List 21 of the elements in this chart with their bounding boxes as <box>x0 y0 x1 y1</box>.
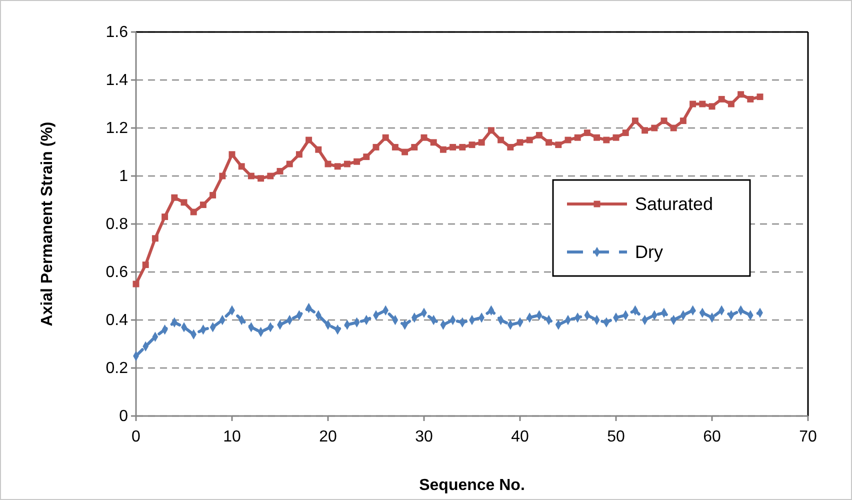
x-tick-label: 30 <box>415 428 433 446</box>
x-tick-label: 50 <box>607 428 625 446</box>
y-tick-label: 1.2 <box>106 120 128 138</box>
x-tick-label: 20 <box>319 428 337 446</box>
x-tick-label: 40 <box>511 428 529 446</box>
y-tick-label: 0.8 <box>106 216 128 234</box>
legend-label: Dry <box>635 242 663 262</box>
x-tick-label: 0 <box>132 428 141 446</box>
y-tick-label: 0.4 <box>106 312 128 330</box>
y-tick-label: 0 <box>119 408 128 426</box>
y-tick-label: 1.4 <box>106 72 128 90</box>
y-tick-label: 1 <box>119 168 128 186</box>
y-tick-label: 0.6 <box>106 264 128 282</box>
x-tick-label: 10 <box>223 428 241 446</box>
legend-label: Saturated <box>635 194 714 214</box>
x-tick-label: 60 <box>703 428 721 446</box>
x-tick-label: 70 <box>799 428 817 446</box>
y-axis-title: Axial Permanent Strain (%) <box>39 122 56 326</box>
y-tick-label: 0.2 <box>106 360 128 378</box>
y-tick-label: 1.6 <box>106 24 128 42</box>
x-axis-title: Sequence No. <box>419 477 525 494</box>
